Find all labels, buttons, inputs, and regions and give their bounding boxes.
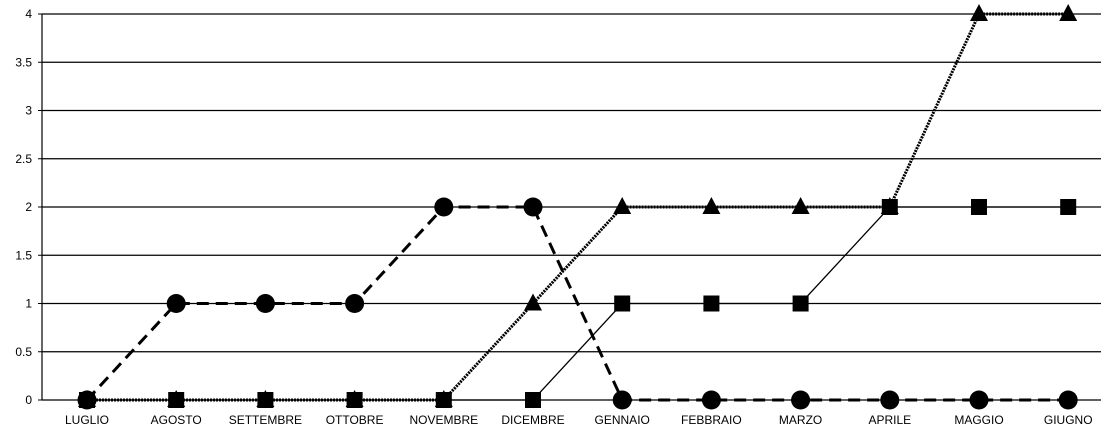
data-point-triangle: [702, 197, 721, 214]
x-tick-label: GIUGNO: [1044, 413, 1093, 427]
x-tick-label: MAGGIO: [954, 413, 1003, 427]
y-tick-label: 0.5: [15, 345, 32, 359]
data-point-circle: [701, 390, 721, 410]
data-point-triangle: [970, 4, 988, 21]
data-point-triangle: [256, 390, 275, 407]
data-point-triangle: [434, 390, 453, 407]
data-point-circle: [969, 390, 989, 410]
data-point-triangle: [880, 197, 899, 214]
x-tick-label: SETTEMBRE: [229, 413, 302, 427]
x-axis-ticks: LUGLIO AGOSTO SETTEMBRE OTTOBRE NOVEMBRE DICE…: [65, 413, 1093, 427]
x-tick-label: OTTOBRE: [326, 413, 384, 427]
y-tick-label: 4: [25, 7, 32, 21]
data-point-circle: [1058, 390, 1078, 410]
series-line: [85, 205, 1069, 402]
y-tick-label: 0: [25, 393, 32, 407]
x-tick-label: MARZO: [779, 413, 822, 427]
x-tick-label: DICEMBRE: [501, 413, 564, 427]
data-point-square: [703, 295, 720, 312]
x-tick-label: FEBBRAIO: [681, 413, 742, 427]
data-point-circle: [255, 294, 275, 313]
data-point-circle: [434, 197, 454, 217]
x-tick-label: NOVEMBRE: [409, 413, 478, 427]
data-point-square: [1060, 199, 1077, 215]
x-tick-label: LUGLIO: [65, 413, 109, 427]
data-point-triangle: [613, 197, 632, 214]
data-point-triangle: [167, 390, 186, 407]
y-axis-ticks: 0 0.5 1 1.5 2 2.5 3 3.5 4: [15, 7, 42, 407]
y-tick-label: 3.5: [15, 55, 32, 69]
x-tick-label: APRILE: [868, 413, 911, 427]
data-point-square: [971, 199, 987, 215]
y-tick-label: 1.5: [15, 248, 32, 262]
series-circle: [77, 197, 1078, 410]
series-triangle: [78, 4, 1078, 407]
data-point-triangle: [345, 390, 364, 407]
data-point-circle: [166, 294, 186, 313]
y-tick-label: 2: [25, 200, 32, 214]
data-point-circle: [77, 390, 97, 410]
y-tick-label: 2.5: [15, 152, 32, 166]
y-tick-label: 1: [25, 297, 32, 311]
series-group: [77, 4, 1078, 410]
data-point-circle: [880, 390, 900, 410]
data-point-circle: [612, 390, 632, 410]
data-point-triangle: [524, 293, 542, 311]
data-point-circle: [791, 390, 811, 410]
data-point-triangle: [1059, 4, 1078, 21]
x-tick-label: AGOSTO: [151, 413, 202, 427]
data-point-circle: [345, 294, 365, 313]
data-point-triangle: [791, 197, 810, 214]
data-point-square: [614, 295, 631, 312]
data-point-square: [792, 295, 809, 312]
x-tick-label: GENNAIO: [595, 413, 650, 427]
data-point-circle: [523, 197, 543, 217]
series-line: [87, 12, 1069, 402]
y-tick-label: 3: [25, 104, 32, 118]
data-point-square: [525, 392, 541, 408]
